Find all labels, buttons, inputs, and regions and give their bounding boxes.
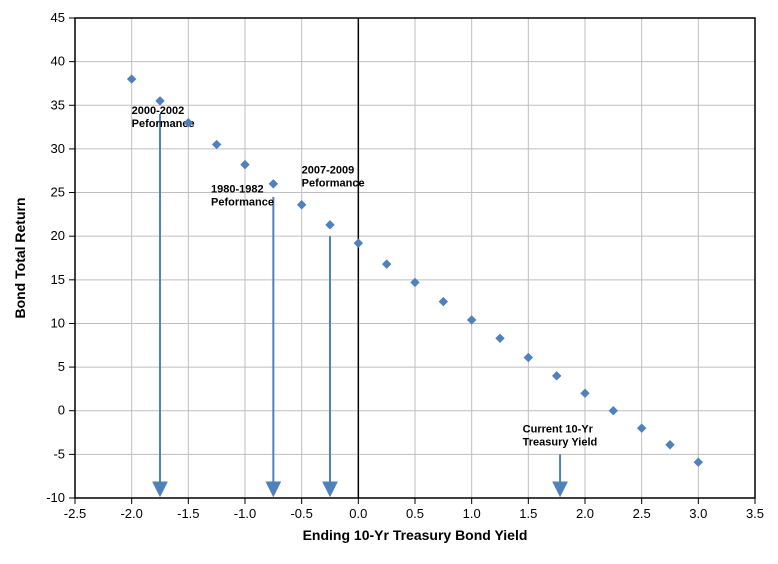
x-tick-label: 1.0 xyxy=(463,506,481,521)
x-tick-label: 2.0 xyxy=(576,506,594,521)
x-tick-label: 3.5 xyxy=(746,506,764,521)
x-tick-label: -1.0 xyxy=(234,506,256,521)
scatter-chart: -2.5 -2.0 -1.5 -1.0 -0.5 0.0 0.5 1.0 1.5 2.0 2.5 3.… xyxy=(0,0,778,564)
x-tick-label: 1.5 xyxy=(519,506,537,521)
annotation-text: Peformance xyxy=(211,197,274,209)
y-tick-label: 10 xyxy=(51,315,65,330)
annotation-text: Treasury Yield xyxy=(523,437,598,449)
annotation-text: 1980-1982 xyxy=(211,184,264,196)
y-tick-label: 25 xyxy=(51,185,65,200)
chart-bg xyxy=(0,0,778,564)
y-tick-label: -10 xyxy=(46,490,65,505)
x-tick-label: 0.0 xyxy=(349,506,367,521)
y-tick-label: 35 xyxy=(51,97,65,112)
x-tick-label: 0.5 xyxy=(406,506,424,521)
y-tick-label: 0 xyxy=(58,403,65,418)
y-tick-label: 20 xyxy=(51,228,65,243)
x-tick-label: 2.5 xyxy=(633,506,651,521)
annotation-text: Current 10-Yr xyxy=(523,424,594,436)
chart-container: -2.5 -2.0 -1.5 -1.0 -0.5 0.0 0.5 1.0 1.5 2.0 2.5 3.… xyxy=(0,0,778,564)
x-tick-label: -2.0 xyxy=(120,506,142,521)
annotation-text: 2007-2009 xyxy=(302,164,355,176)
y-tick-label: 30 xyxy=(51,141,65,156)
y-tick-label: 5 xyxy=(58,359,65,374)
x-axis-label: Ending 10-Yr Treasury Bond Yield xyxy=(303,527,528,543)
x-tick-label: -2.5 xyxy=(64,506,86,521)
y-tick-label: 15 xyxy=(51,272,65,287)
y-tick-label: 45 xyxy=(51,10,65,25)
x-tick-label: -0.5 xyxy=(290,506,312,521)
y-axis-label: Bond Total Return xyxy=(12,197,28,318)
y-tick-label: -5 xyxy=(53,446,65,461)
x-tick-label: 3.0 xyxy=(689,506,707,521)
annotation-text: Peformance xyxy=(302,177,365,189)
x-tick-label: -1.5 xyxy=(177,506,199,521)
annotation-text: 2000-2002 xyxy=(132,105,185,117)
y-tick-label: 40 xyxy=(51,54,65,69)
